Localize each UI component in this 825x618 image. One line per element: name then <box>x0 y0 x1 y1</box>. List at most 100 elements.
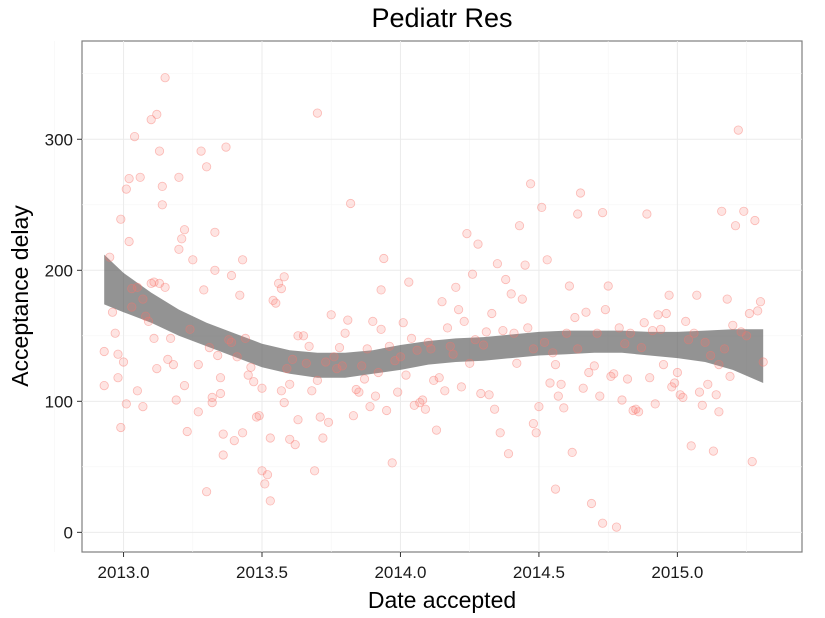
data-point <box>531 428 541 438</box>
data-point <box>534 401 544 412</box>
data-point <box>473 239 483 249</box>
data-point <box>149 333 159 343</box>
data-point <box>503 449 514 459</box>
x-tick-label: 2014.0 <box>374 563 426 582</box>
data-point <box>177 234 187 244</box>
data-point <box>570 312 580 323</box>
data-point <box>174 244 184 254</box>
data-point <box>462 229 472 239</box>
data-point <box>154 278 165 288</box>
data-point <box>481 327 491 337</box>
data-point <box>373 367 383 378</box>
data-point <box>622 374 633 384</box>
data-point <box>348 411 358 421</box>
data-point <box>451 282 461 292</box>
data-point <box>215 388 226 399</box>
x-tick-label: 2014.5 <box>513 563 565 582</box>
y-tick-label: 100 <box>45 392 73 411</box>
data-point <box>138 294 148 304</box>
data-point <box>575 188 586 198</box>
data-point <box>736 327 746 337</box>
data-point <box>265 496 275 506</box>
data-point <box>620 339 630 349</box>
data-point <box>658 359 669 370</box>
data-point <box>434 373 444 383</box>
data-point <box>564 281 575 291</box>
data-point <box>357 361 367 371</box>
data-point <box>376 285 386 295</box>
data-point <box>351 384 361 395</box>
data-point <box>415 397 425 408</box>
data-point <box>467 269 478 279</box>
data-point <box>714 359 724 370</box>
data-point <box>318 433 328 443</box>
data-point <box>215 373 226 383</box>
data-point <box>362 344 372 354</box>
data-point <box>282 363 292 374</box>
data-point <box>359 374 370 384</box>
data-point <box>556 379 566 389</box>
data-point <box>210 265 220 275</box>
data-point <box>290 439 300 450</box>
data-point <box>293 415 303 425</box>
data-point <box>149 277 159 287</box>
data-point <box>163 354 173 364</box>
smooth-band-group <box>104 254 764 383</box>
data-point <box>323 417 334 427</box>
data-point <box>597 208 608 218</box>
data-point <box>664 290 674 300</box>
data-point <box>675 390 685 400</box>
data-point <box>130 132 140 142</box>
data-point <box>589 361 599 371</box>
data-point <box>758 357 768 367</box>
data-point <box>487 308 497 319</box>
data-point <box>285 379 295 389</box>
data-point <box>495 428 505 438</box>
data-point <box>420 404 430 414</box>
data-point <box>229 435 239 446</box>
data-point <box>520 260 530 270</box>
data-point <box>251 412 262 422</box>
data-point <box>384 341 394 351</box>
data-point <box>755 297 766 307</box>
data-point <box>692 290 702 300</box>
data-point <box>132 282 142 292</box>
data-point <box>631 404 641 414</box>
data-point <box>321 357 331 367</box>
data-point <box>636 342 647 353</box>
data-point <box>492 259 502 269</box>
data-point <box>304 341 314 351</box>
data-point <box>633 407 644 417</box>
data-point <box>326 310 336 320</box>
data-point <box>260 479 270 489</box>
data-point <box>573 344 583 354</box>
data-point <box>398 318 408 328</box>
data-point <box>179 380 190 391</box>
data-point <box>669 378 680 388</box>
data-point <box>196 146 206 156</box>
data-point <box>548 348 558 358</box>
data-point <box>160 73 170 83</box>
data-point <box>312 108 322 118</box>
data-point <box>606 371 616 381</box>
data-point <box>154 146 165 156</box>
data-point <box>157 181 167 191</box>
data-point <box>188 255 198 265</box>
data-point <box>476 388 486 399</box>
data-point <box>437 297 447 307</box>
data-point <box>453 304 464 315</box>
data-point <box>387 458 397 468</box>
data-point <box>193 407 203 417</box>
data-point <box>213 350 223 361</box>
data-point <box>553 391 563 401</box>
data-point <box>365 401 375 412</box>
data-point <box>705 350 716 361</box>
data-point <box>647 325 658 336</box>
y-tick-label: 300 <box>45 130 73 149</box>
data-point <box>210 227 220 237</box>
data-point <box>204 342 214 353</box>
data-point <box>110 328 120 338</box>
data-point <box>523 323 533 333</box>
data-point <box>550 359 561 370</box>
data-point <box>273 278 284 288</box>
